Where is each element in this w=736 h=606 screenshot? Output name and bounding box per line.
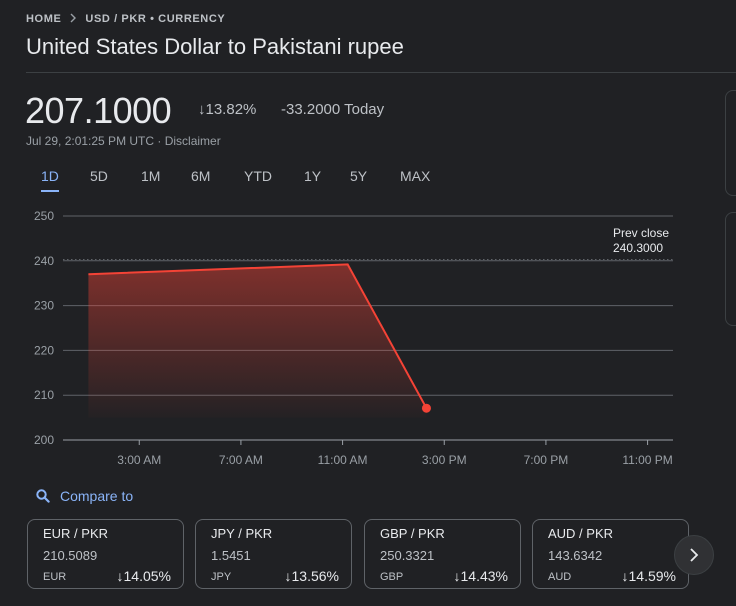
y-tick-label: 220 xyxy=(34,343,54,357)
x-tick-label: 11:00 AM xyxy=(318,453,368,467)
x-tick-label: 7:00 AM xyxy=(219,453,263,467)
card-rate: 250.3321 xyxy=(380,548,435,563)
breadcrumb: HOME USD / PKR • CURRENCY xyxy=(26,12,225,26)
tab-1d[interactable]: 1D xyxy=(41,168,59,192)
area-fill xyxy=(88,264,427,418)
next-button[interactable] xyxy=(674,535,714,575)
card-currency: EUR xyxy=(43,571,67,583)
card-change: ↓14.43% xyxy=(453,568,508,584)
card-rate: 210.5089 xyxy=(43,548,98,563)
y-tick-label: 250 xyxy=(34,209,54,223)
title-divider xyxy=(26,72,736,73)
compare-card-aud[interactable]: AUD / PKR 143.6342 AUD ↓14.59% xyxy=(532,519,689,589)
card-change: ↓14.05% xyxy=(116,568,171,584)
compare-header[interactable]: Compare to xyxy=(36,488,133,504)
compare-card-gbp[interactable]: GBP / PKR 250.3321 GBP ↓14.43% xyxy=(364,519,521,589)
tab-1m[interactable]: 1M xyxy=(141,168,161,184)
x-tick-label: 7:00 PM xyxy=(524,453,569,467)
side-card[interactable] xyxy=(725,90,736,196)
chevron-right-icon xyxy=(690,548,699,562)
tab-ytd[interactable]: YTD xyxy=(244,168,272,184)
chart-labels: 250 240 230 220 210 200 3:00 AM 7:00 AM 11:00 AM… xyxy=(34,209,673,467)
card-currency: JPY xyxy=(211,571,232,583)
card-pair: JPY / PKR xyxy=(211,526,273,541)
compare-card-jpy[interactable]: JPY / PKR 1.5451 JPY ↓13.56% xyxy=(195,519,352,589)
card-change: ↓14.59% xyxy=(621,568,676,584)
card-pair: EUR / PKR xyxy=(43,526,109,541)
card-currency: GBP xyxy=(380,571,404,583)
change-absolute: -33.2000 Today xyxy=(281,101,385,118)
page-title: United States Dollar to Pakistani rupee xyxy=(26,34,404,59)
compare-card-eur[interactable]: EUR / PKR 210.5089 EUR ↓14.05% xyxy=(27,519,184,589)
prev-close-value: 240.3000 xyxy=(613,241,663,255)
card-pair: AUD / PKR xyxy=(548,526,614,541)
tab-1y[interactable]: 1Y xyxy=(304,168,322,184)
current-price-dot xyxy=(421,403,431,413)
compare-label: Compare to xyxy=(60,488,134,504)
tab-6m[interactable]: 6M xyxy=(191,168,211,184)
chart-area xyxy=(88,264,427,418)
card-rate: 1.5451 xyxy=(211,548,251,563)
x-tick-label: 11:00 PM xyxy=(622,453,672,467)
quote-timestamp[interactable]: Jul 29, 2:01:25 PM UTC · Disclaimer xyxy=(26,134,221,148)
card-currency: AUD xyxy=(548,571,572,583)
current-price: 207.1000 xyxy=(25,90,172,131)
card-pair: GBP / PKR xyxy=(380,526,445,541)
prev-close-label: Prev close xyxy=(613,226,669,240)
price-line xyxy=(88,263,428,409)
y-tick-label: 230 xyxy=(34,299,54,313)
tab-5d[interactable]: 5D xyxy=(90,168,108,184)
y-tick-label: 210 xyxy=(34,388,54,402)
tab-max[interactable]: MAX xyxy=(400,168,431,184)
card-rate: 143.6342 xyxy=(548,548,603,563)
card-change: ↓13.56% xyxy=(284,568,339,584)
x-tick-label: 3:00 AM xyxy=(117,453,161,467)
tab-5y[interactable]: 5Y xyxy=(350,168,368,184)
search-icon xyxy=(36,489,50,503)
price-chart[interactable]: 250 240 230 220 210 200 3:00 AM 7:00 AM 11:00 AM… xyxy=(0,200,700,475)
breadcrumb-section[interactable]: USD / PKR • CURRENCY xyxy=(85,13,226,25)
x-tick-label: 3:00 PM xyxy=(422,453,467,467)
chart-line xyxy=(88,263,431,413)
chevron-right-icon xyxy=(69,12,77,26)
breadcrumb-home[interactable]: HOME xyxy=(26,13,62,25)
side-card[interactable] xyxy=(725,212,736,326)
y-tick-label: 240 xyxy=(34,254,54,268)
change-percent: ↓13.82% xyxy=(198,101,257,118)
y-tick-label: 200 xyxy=(34,433,54,447)
